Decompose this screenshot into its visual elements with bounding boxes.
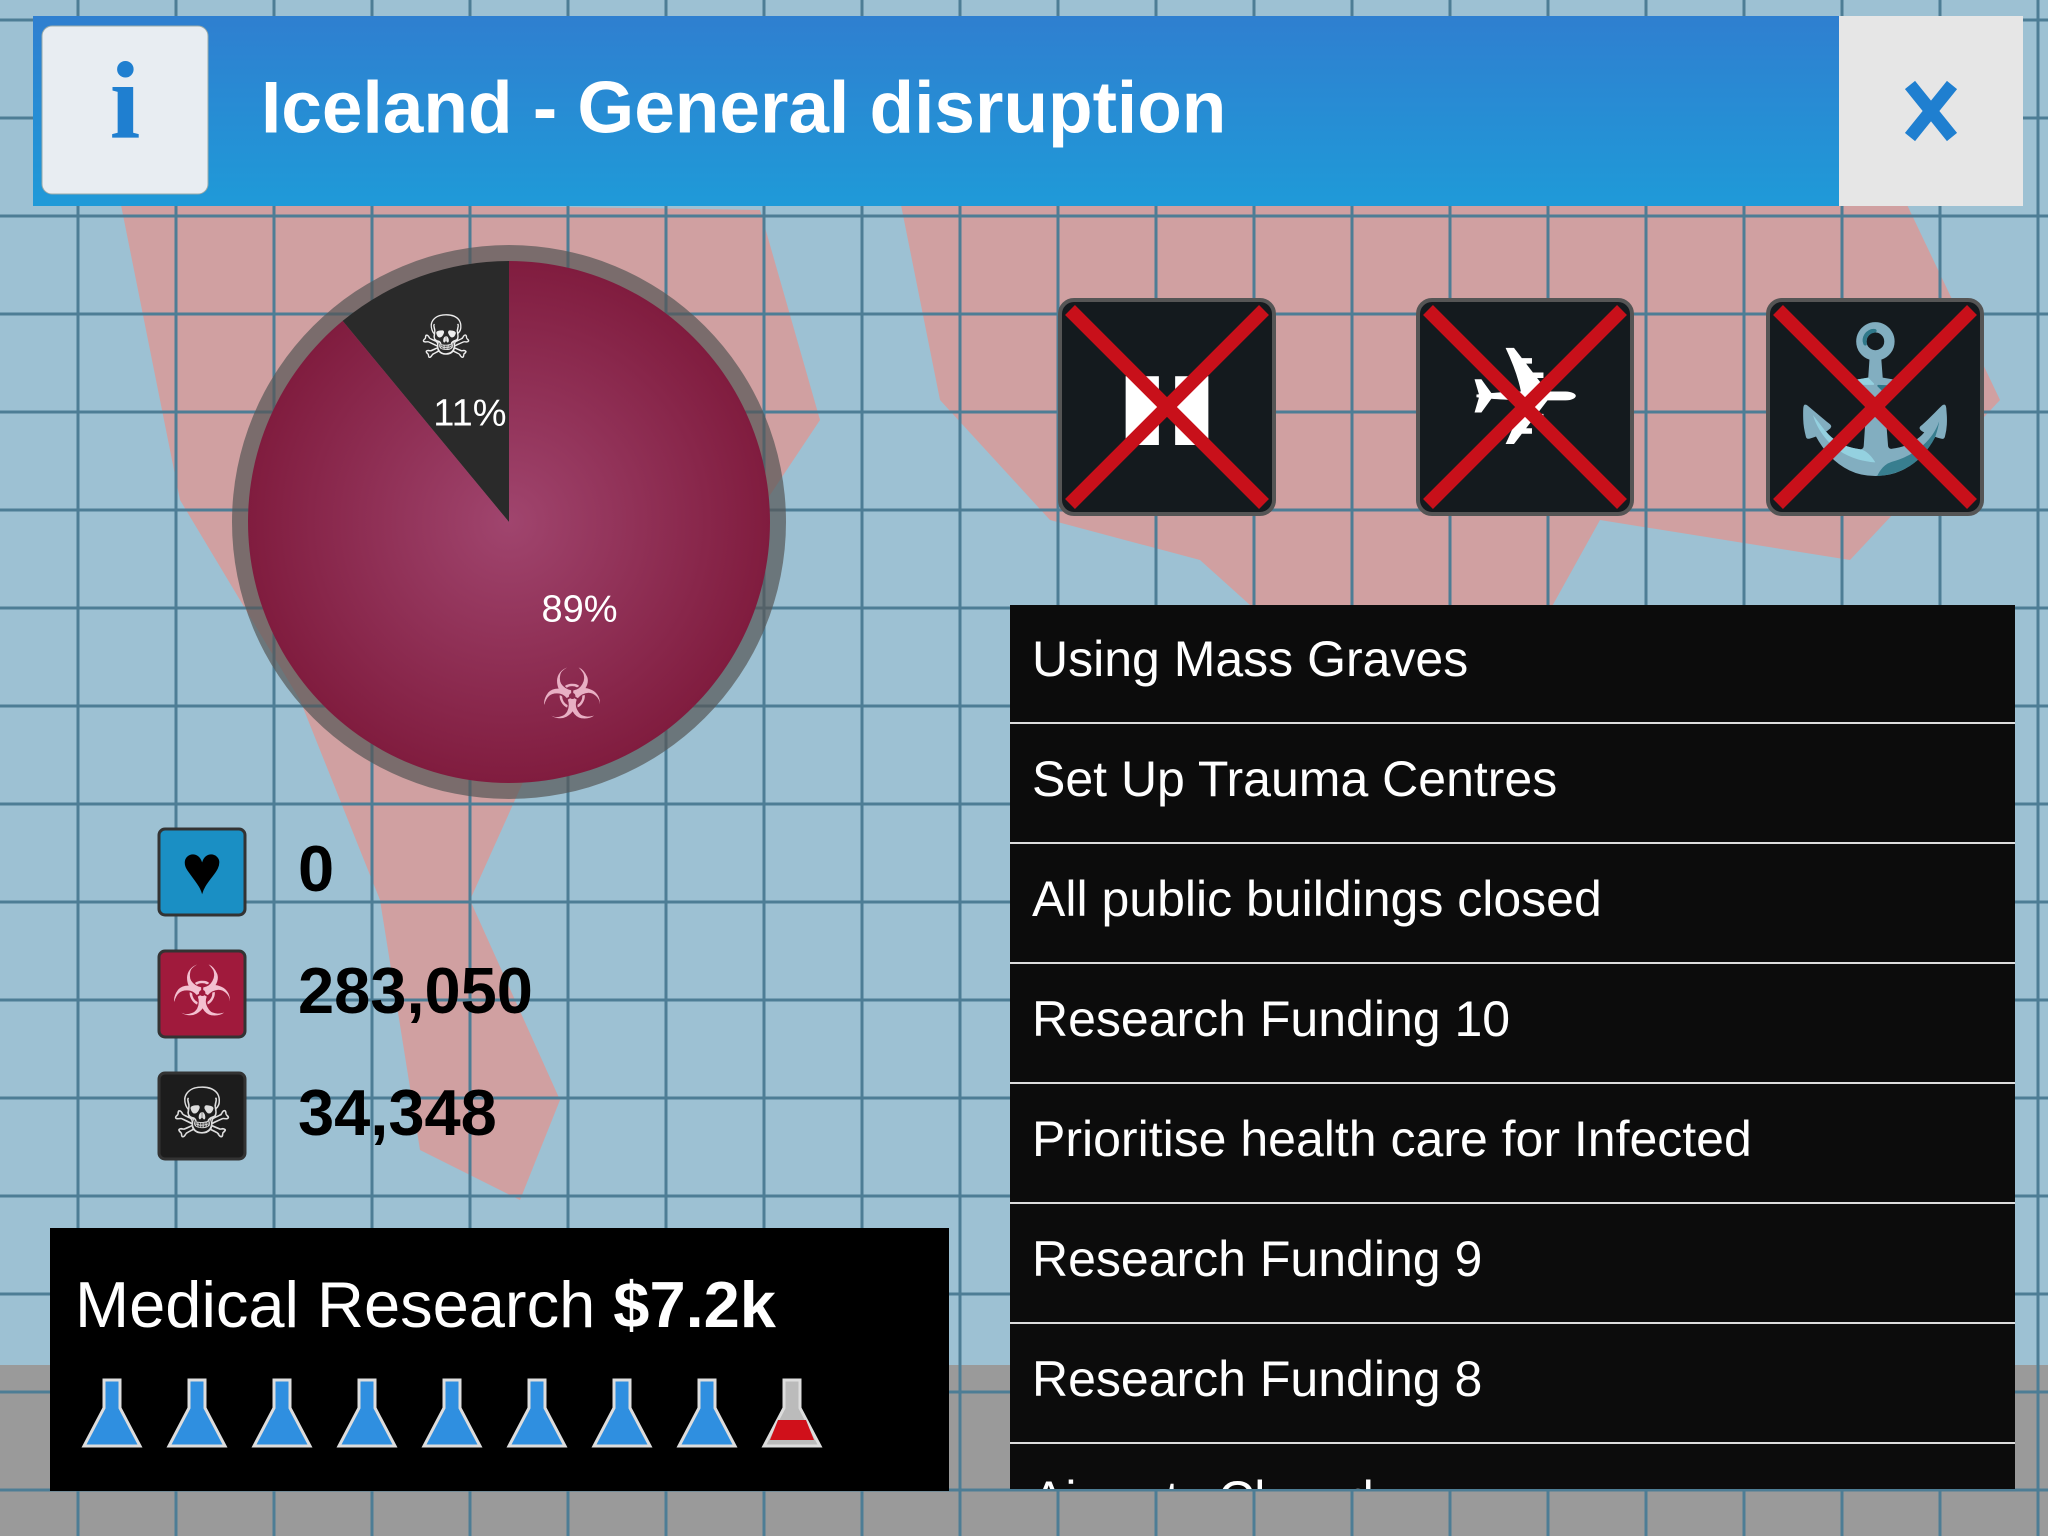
stat-value: 34,348 — [298, 1076, 497, 1149]
skull-icon: ☠ — [419, 304, 473, 371]
flasks — [81, 1378, 823, 1448]
pie-label: 89% — [541, 589, 617, 631]
measure-item: Prioritise health care for Infected — [1032, 1111, 1752, 1167]
research-panel: Medical Research $7.2k — [50, 1228, 949, 1491]
closed-cross — [1773, 305, 1977, 509]
list-bg — [1010, 605, 2015, 1489]
stat-value: 0 — [298, 832, 334, 905]
stat-symbol: ☣ — [171, 952, 234, 1030]
flask — [421, 1378, 483, 1448]
flask — [81, 1378, 143, 1448]
flask — [336, 1378, 398, 1448]
stat-icon — [157, 1071, 247, 1161]
close-icon — [1904, 80, 1958, 142]
pie-label: 11% — [433, 393, 506, 435]
measure-item: Research Funding 9 — [1032, 1231, 1482, 1287]
stat-symbol: ♥ — [181, 830, 223, 908]
flask — [251, 1378, 313, 1448]
pie-slice — [247, 261, 771, 783]
measure-item: Using Mass Graves — [1032, 631, 1468, 687]
biohazard-icon: ☣ — [541, 655, 604, 733]
travel-icons: ▮▮✈⚓ — [1058, 298, 1984, 516]
flask — [166, 1378, 228, 1448]
measure-item: Set Up Trauma Centres — [1032, 751, 1557, 807]
flask — [591, 1378, 653, 1448]
info-button[interactable] — [41, 25, 209, 195]
stats: ♥ 0 ☣ 283,050 ☠ 34,348 — [157, 827, 533, 1161]
stat-value: 283,050 — [298, 954, 533, 1027]
flask — [676, 1378, 738, 1448]
research-label: Medical Research $7.2k — [75, 1268, 777, 1341]
measure-item: Airports Closed — [1032, 1471, 1374, 1527]
flask-fill — [770, 1420, 814, 1440]
stat-icon — [157, 949, 247, 1039]
closed-cross — [1423, 305, 1627, 509]
pie: 11% 89% ☠ ☣ — [247, 261, 771, 783]
closed-cross — [1065, 305, 1269, 509]
measure-item: Research Funding 10 — [1032, 991, 1510, 1047]
header: i Iceland - General disruption — [33, 16, 2023, 206]
measure-item: Research Funding 8 — [1032, 1351, 1482, 1407]
info-icon: i — [110, 39, 141, 161]
measure-list: Using Mass Graves Set Up Trauma Centres Al… — [1010, 605, 2015, 1527]
flask — [506, 1378, 568, 1448]
measure-item: All public buildings closed — [1032, 871, 1602, 927]
stat-icon — [157, 827, 247, 917]
stat-symbol: ☠ — [171, 1074, 234, 1152]
pie-slice — [342, 261, 509, 522]
title: Iceland - General disruption — [261, 67, 1226, 148]
